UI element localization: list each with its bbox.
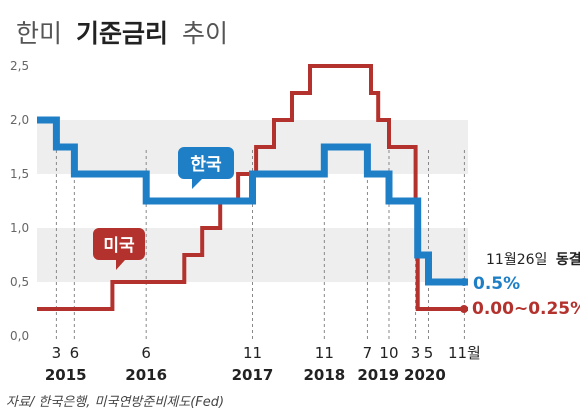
x-tick-label: 3	[52, 344, 62, 362]
us-callout-label: 미국	[103, 236, 135, 256]
x-axis-years: 2015 2016 2017 2018 2019 2020	[45, 366, 446, 384]
korea-end-dot	[460, 278, 468, 286]
title-prefix: 한미	[16, 19, 62, 48]
korea-callout-label: 한국	[190, 155, 222, 175]
y-axis-ticks: 0,0 0,5 1,0 1,5 2,0 2,5	[10, 59, 29, 343]
date-note-prefix: 11월26일	[486, 252, 547, 268]
series-endpoints	[460, 278, 468, 313]
us-rate-line	[37, 64, 468, 311]
x-tick-label: 10	[379, 344, 398, 362]
year-label: 2020	[404, 366, 446, 384]
us-end-label: 0.00~0.25%	[472, 299, 580, 319]
date-note: 11월26일 동결	[486, 251, 580, 268]
x-tick-label: 11월	[448, 344, 481, 362]
y-tick-label: 0,0	[10, 329, 29, 343]
source-note: 자료/ 한국은행, 미국연방준비제도(Fed)	[6, 395, 224, 410]
x-tick-label: 6	[141, 344, 151, 362]
y-tick-label: 1,5	[10, 167, 29, 181]
x-tick-label: 11	[243, 344, 262, 362]
korea-callout: 한국	[178, 147, 234, 189]
chart-title: 한미 기준금리 추이	[16, 19, 228, 48]
x-axis-month-ticks: 3 6 6 11 11 7 10 3 5 11월	[52, 344, 481, 362]
x-tick-label: 3	[411, 344, 421, 362]
x-tick-label: 7	[363, 344, 373, 362]
us-callout-bubble	[93, 228, 145, 270]
x-tick-label: 6	[70, 344, 80, 362]
year-label: 2018	[303, 366, 345, 384]
year-label: 2017	[232, 366, 274, 384]
date-note-bold: 동결	[556, 251, 580, 268]
year-label: 2019	[357, 366, 399, 384]
korea-rate-line	[37, 116, 468, 286]
x-tick-label: 11	[315, 344, 334, 362]
us-callout: 미국	[93, 228, 145, 270]
title-suffix: 추이	[182, 19, 228, 48]
series-lines	[37, 64, 468, 311]
y-tick-label: 2,0	[10, 113, 29, 127]
korea-end-label: 0.5%	[473, 274, 520, 294]
y-tick-label: 1,0	[10, 221, 29, 235]
y-tick-label: 0,5	[10, 275, 29, 289]
year-label: 2015	[45, 366, 87, 384]
korea-callout-bubble	[178, 147, 234, 189]
us-end-dot	[460, 305, 468, 313]
y-tick-label: 2,5	[10, 59, 29, 73]
x-tick-label: 5	[424, 344, 434, 362]
title-bold: 기준금리	[76, 19, 168, 48]
year-label: 2016	[125, 366, 167, 384]
